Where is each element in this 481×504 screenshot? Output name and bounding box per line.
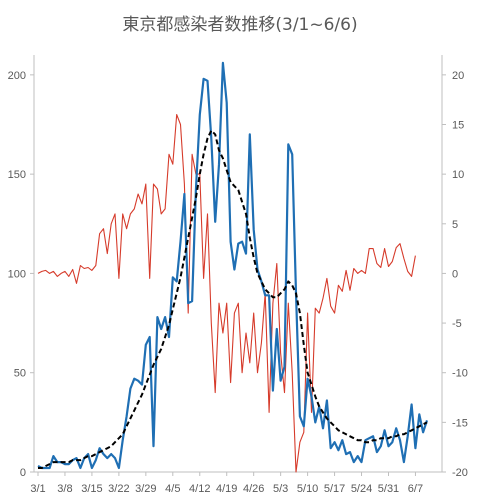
left-tick-label: 150 (8, 169, 26, 181)
left-tick-label: 0 (20, 467, 26, 479)
series-line-red (37, 114, 416, 473)
right-tick-label: 10 (452, 169, 464, 181)
chart-title: 東京都感染者数推移(3/1~6/6) (122, 15, 357, 35)
right-tick-label: 0 (452, 268, 458, 280)
x-tick-label: 5/17 (324, 483, 345, 495)
x-tick-label: 3/22 (108, 483, 129, 495)
x-tick-label: 4/5 (165, 483, 180, 495)
right-tick-label: -10 (452, 368, 468, 380)
chart-axes (30, 55, 446, 476)
right-tick-label: -5 (452, 318, 462, 330)
right-tick-label: 20 (452, 70, 464, 82)
x-tick-label: 4/12 (189, 483, 210, 495)
x-tick-label: 5/24 (351, 483, 372, 495)
x-tick-label: 3/8 (57, 483, 72, 495)
x-tick-label: 4/26 (243, 483, 264, 495)
chart-series (37, 61, 429, 473)
x-tick-label: 5/3 (273, 483, 288, 495)
right-tick-label: 5 (452, 219, 458, 231)
series-line-blue (37, 61, 429, 470)
x-tick-label: 3/15 (81, 483, 102, 495)
left-tick-label: 200 (8, 70, 26, 82)
left-tick-label: 50 (14, 368, 26, 380)
right-tick-label: 15 (452, 120, 464, 132)
x-tick-label: 4/19 (216, 483, 237, 495)
right-tick-label: -15 (452, 417, 468, 429)
series-line-dashed (38, 129, 428, 469)
right-tick-label: -20 (452, 467, 468, 479)
x-tick-label: 6/7 (408, 483, 423, 495)
x-tick-label: 5/31 (378, 483, 399, 495)
chart-tick-labels: 0 50 100 150 200 -20 -15 -10 -5 0 5 10 15 20 3/1 3/8 3/1… (8, 70, 468, 495)
left-tick-label: 100 (8, 268, 26, 280)
x-tick-label: 3/1 (30, 483, 45, 495)
x-tick-label: 5/10 (297, 483, 318, 495)
x-tick-label: 3/29 (135, 483, 156, 495)
